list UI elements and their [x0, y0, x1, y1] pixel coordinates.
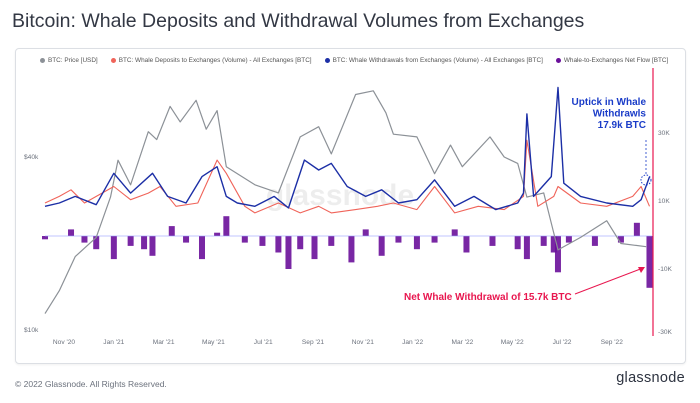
copyright-text: © 2022 Glassnode. All Rights Reserved.	[15, 379, 167, 389]
y-right-tick-label: -10K	[658, 266, 673, 273]
netflow-bar	[93, 236, 100, 250]
x-tick-label: Nov '21	[352, 339, 374, 346]
netflow-bar	[633, 222, 640, 236]
withdrawals-line	[44, 86, 651, 211]
netflow-bar	[259, 236, 266, 246]
netflow-bar	[591, 236, 598, 246]
y-left-tick-label: $10k	[24, 327, 39, 334]
netflow-bar	[362, 229, 369, 236]
axes: Nov '20 Jan '21 Mar '21 May '21 Jul '21 Sep '…	[24, 68, 673, 346]
y-right-tick-label: 10K	[658, 198, 670, 205]
netflow-bar	[168, 226, 175, 236]
legend-swatch-netflow	[555, 58, 561, 63]
netflow-bar	[149, 236, 156, 256]
netflow-bar	[68, 229, 75, 236]
page-title: Bitcoin: Whale Deposits and Withdrawal V…	[12, 10, 585, 32]
legend-swatch-deposits	[110, 58, 116, 63]
x-tick-label: Mar '21	[153, 339, 175, 346]
netflow-bar	[348, 236, 355, 263]
legend-item-deposits[interactable]: BTC: Whale Deposits to Exchanges (Volume…	[110, 57, 312, 64]
annotation-withdrawal-arrowhead	[638, 267, 645, 273]
annotation-withdrawal-arrow	[574, 267, 644, 295]
netflow-bar	[489, 236, 496, 246]
legend-swatch-withdrawals	[324, 58, 330, 63]
netflow-bar	[81, 236, 88, 243]
x-tick-label: Mar '22	[452, 339, 474, 346]
netflow-bar	[413, 236, 420, 250]
netflow-bar	[285, 236, 292, 269]
x-tick-label: Sep '21	[302, 339, 324, 346]
netflow-bar	[183, 236, 190, 243]
legend-item-netflow[interactable]: Whale-to-Exchanges Net Flow [BTC]	[555, 57, 669, 64]
x-tick-label: Jul '21	[254, 339, 273, 346]
netflow-bar	[431, 236, 438, 243]
netflow-bar	[540, 236, 547, 246]
x-tick-label: May '22	[501, 339, 524, 346]
legend-item-price[interactable]: BTC: Price [USD]	[40, 57, 98, 64]
legend-swatch-price	[40, 58, 45, 63]
x-tick-label: May '21	[202, 339, 225, 346]
x-tick-label: Jan '22	[402, 339, 423, 346]
netflow-bar	[141, 236, 148, 250]
netflow-bar	[646, 236, 653, 288]
chart-card	[15, 48, 686, 364]
netflow-bar	[214, 232, 221, 236]
y-right-tick-label: -30K	[658, 329, 673, 336]
legend-label-withdrawals: BTC: Whale Withdrawals from Exchanges (V…	[332, 57, 543, 64]
netflow-bar	[565, 236, 572, 243]
netflow-bar	[198, 236, 205, 260]
netflow-bar	[617, 236, 624, 243]
chart-legend: BTC: Price [USD] BTC: Whale Deposits to …	[40, 57, 668, 64]
legend-label-price: BTC: Price [USD]	[48, 57, 98, 64]
netflow-bar	[554, 236, 561, 273]
x-tick-label: Nov '20	[53, 339, 75, 346]
y-right-tick-label: 30K	[658, 130, 670, 137]
annotation-uptick-marker	[640, 174, 652, 186]
netflow-bar	[127, 236, 134, 246]
netflow-bar	[241, 236, 248, 243]
legend-label-deposits: BTC: Whale Deposits to Exchanges (Volume…	[118, 57, 312, 64]
legend-item-withdrawals[interactable]: BTC: Whale Withdrawals from Exchanges (V…	[324, 57, 543, 64]
annotation-uptick-text: Withdrawls	[593, 109, 647, 120]
netflow-bar	[42, 236, 48, 240]
netflow-bar	[223, 216, 230, 236]
netflow-bar	[110, 236, 117, 260]
legend-label-netflow: Whale-to-Exchanges Net Flow [BTC]	[563, 57, 669, 64]
annotation-uptick-text: Uptick in Whale	[572, 97, 647, 108]
netflow-bar	[328, 236, 335, 246]
netflow-bar	[311, 236, 318, 260]
netflow-bar	[297, 236, 304, 250]
deposits-line	[44, 139, 651, 214]
glassnode-logo: glassnode	[616, 370, 685, 386]
netflow-bar	[395, 236, 402, 243]
x-tick-label: Jan '21	[103, 339, 124, 346]
netflow-bar	[550, 236, 557, 253]
y-left-tick-label: $40k	[24, 154, 39, 161]
netflow-bar	[451, 229, 458, 236]
x-tick-label: Jul '22	[553, 339, 572, 346]
netflow-bar	[514, 236, 521, 250]
annotation-withdrawal-text: Net Whale Withdrawal of 15.7k BTC	[404, 292, 572, 303]
netflow-bars	[42, 216, 653, 288]
netflow-bar	[463, 236, 470, 253]
netflow-bar	[523, 236, 530, 260]
netflow-bar	[378, 236, 385, 256]
x-tick-label: Sep '22	[601, 339, 623, 346]
netflow-bar	[275, 236, 282, 253]
series-lines	[44, 86, 651, 314]
price-line	[44, 90, 647, 314]
annotation-uptick-text: 17.9k BTC	[598, 120, 646, 131]
